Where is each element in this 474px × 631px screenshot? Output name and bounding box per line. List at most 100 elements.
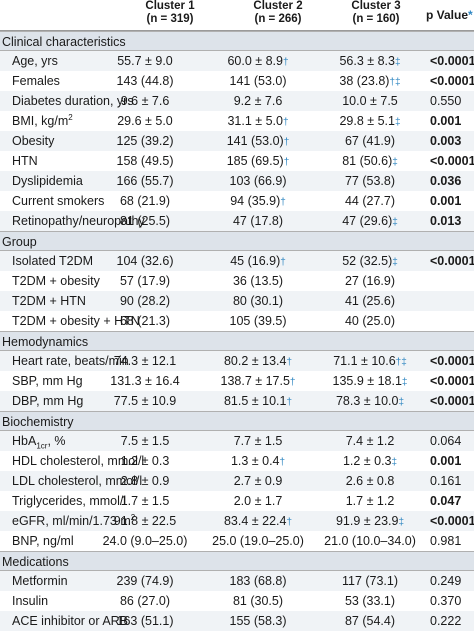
- cell-c2: 7.7 ± 1.5: [233, 434, 283, 448]
- table-row: Age, yrs 55.7 ± 9.0 60.0 ± 8.9† 56.3 ± 8.3‡…: [0, 51, 474, 71]
- cluster1-n: (n = 319): [146, 13, 194, 25]
- cell-c2: 25.0 (19.0–25.0): [212, 534, 304, 548]
- cell-pvalue: 0.001: [430, 194, 462, 208]
- table-row: Retinopathy/neuropathy 81 (25.5) 47 (17.8)…: [0, 211, 474, 231]
- row-label: T2DM + obesity: [12, 274, 100, 288]
- table-row: eGFR, ml/min/1.73 m2 91.8 ± 22.5 83.4 ± 22…: [0, 511, 474, 531]
- significance-mark: †: [280, 197, 286, 208]
- table-row: BMI, kg/m2 29.6 ± 5.0 31.1 ± 5.0† 29.8 ± 5.…: [0, 111, 474, 131]
- cell-pvalue: 0.001: [430, 454, 462, 468]
- row-label: Diabetes duration, yrs: [12, 94, 134, 108]
- row-label: Current smokers: [12, 194, 105, 208]
- cell-c2: 83.4 ± 22.4†: [223, 514, 293, 528]
- row-label: Retinopathy/neuropathy: [12, 214, 145, 228]
- section-header: Group: [0, 231, 474, 251]
- cell-c2: 81 (30.5): [232, 594, 284, 608]
- cluster3-title: Cluster 3: [351, 0, 401, 12]
- row-label: BMI, kg/m2: [12, 112, 73, 128]
- cell-pvalue: <0.0001: [430, 54, 474, 68]
- col-header-pvalue: p Value*: [426, 8, 473, 22]
- table-row: ACE inhibitor or ARB 163 (51.1) 155 (58.3)…: [0, 611, 474, 631]
- row-label: Females: [12, 74, 60, 88]
- row-label: LDL cholesterol, mmol/l: [12, 474, 143, 488]
- cell-pvalue: 0.249: [430, 574, 462, 588]
- table-row: Diabetes duration, yrs 9.6 ± 7.6 9.2 ± 7.6…: [0, 91, 474, 111]
- cell-pvalue: 0.003: [430, 134, 462, 148]
- cell-c2: 105 (39.5): [229, 314, 287, 328]
- cell-c1: 86 (27.0): [119, 594, 171, 608]
- section-header: Hemodynamics: [0, 331, 474, 351]
- table-row: HDL cholesterol, mmol/l 1.2 ± 0.3 1.3 ± 0.…: [0, 451, 474, 471]
- significance-mark: †: [282, 117, 289, 128]
- cluster3-n: (n = 160): [352, 13, 400, 25]
- significance-mark: ‡: [394, 57, 401, 68]
- col-header-cluster3: Cluster 3 (n = 160): [326, 0, 426, 26]
- table-row: T2DM + obesity 57 (17.9) 36 (13.5) 27 (16.9…: [0, 271, 474, 291]
- cell-c2: 2.7 ± 0.9: [233, 474, 283, 488]
- cell-c3: 41 (25.6): [344, 294, 396, 308]
- cell-c1: 143 (44.8): [116, 74, 174, 88]
- cell-pvalue: 0.161: [430, 474, 462, 488]
- cell-c1: 158 (49.5): [116, 154, 174, 168]
- cluster2-title: Cluster 2: [253, 0, 303, 12]
- significance-mark: †: [283, 157, 290, 168]
- cell-pvalue: <0.0001: [430, 254, 474, 268]
- cell-c3: 27 (16.9): [344, 274, 396, 288]
- section-header: Biochemistry: [0, 411, 474, 431]
- cell-pvalue: 0.013: [430, 214, 462, 228]
- row-label: Insulin: [12, 594, 49, 608]
- row-label: SBP, mm Hg: [12, 374, 83, 388]
- cell-c1: 55.7 ± 9.0: [117, 54, 173, 68]
- cell-c2: 185 (69.5)†: [226, 154, 290, 168]
- significance-mark: ‡: [398, 517, 405, 528]
- significance-mark: ‡: [392, 257, 398, 268]
- row-label: T2DM + obesity + HTN: [12, 314, 140, 328]
- cell-pvalue: 0.981: [430, 534, 462, 548]
- row-label: Metformin: [12, 574, 68, 588]
- cell-pvalue: <0.0001: [430, 74, 474, 88]
- cell-c2: 9.2 ± 7.6: [233, 94, 283, 108]
- table-row: Insulin 86 (27.0) 81 (30.5) 53 (33.1) 0.370: [0, 591, 474, 611]
- cell-c2: 103 (66.9): [229, 174, 287, 188]
- cell-pvalue: <0.0001: [430, 154, 474, 168]
- table-row: BNP, ng/ml 24.0 (9.0–25.0) 25.0 (19.0–25.0…: [0, 531, 474, 551]
- row-label: T2DM + HTN: [12, 294, 86, 308]
- cell-c2: 1.3 ± 0.4†: [230, 454, 286, 468]
- cluster2-n: (n = 266): [254, 13, 302, 25]
- significance-mark: †: [280, 257, 286, 268]
- table-row: HbA1cr, % 7.5 ± 1.5 7.7 ± 1.5 7.4 ± 1.2 0.06…: [0, 431, 474, 451]
- table-row: Triglycerides, mmol/l 1.7 ± 1.5 2.0 ± 1.7 1…: [0, 491, 474, 511]
- cell-c2: 141 (53.0)†: [226, 134, 290, 148]
- cell-pvalue: 0.222: [430, 614, 462, 628]
- cell-c1: 239 (74.9): [116, 574, 174, 588]
- significance-mark: †: [286, 397, 293, 408]
- table-row: LDL cholesterol, mmol/l 2.8 ± 0.9 2.7 ± 0.…: [0, 471, 474, 491]
- section-header: Clinical characteristics: [0, 31, 474, 51]
- table-body: Clinical characteristics Age, yrs 55.7 ± 9…: [0, 31, 474, 631]
- row-label: ACE inhibitor or ARB: [12, 614, 129, 628]
- cell-c2: 81.5 ± 10.1†: [223, 394, 293, 408]
- significance-mark: ‡: [394, 117, 401, 128]
- row-label: Isolated T2DM: [12, 254, 94, 268]
- cell-pvalue: <0.0001: [430, 354, 474, 368]
- cell-pvalue: 0.550: [430, 94, 462, 108]
- cell-c2: 183 (68.8): [229, 574, 287, 588]
- row-label: HTN: [12, 154, 38, 168]
- row-label: Obesity: [12, 134, 55, 148]
- cell-c2: 138.7 ± 17.5†: [220, 374, 296, 388]
- cell-c2: 2.0 ± 1.7: [233, 494, 283, 508]
- significance-mark: ‡: [391, 457, 398, 468]
- significance-mark: ‡: [401, 377, 408, 388]
- cell-pvalue: 0.001: [430, 114, 462, 128]
- cluster1-title: Cluster 1: [145, 0, 195, 12]
- cell-pvalue: 0.047: [430, 494, 462, 508]
- significance-mark: ‡: [392, 217, 398, 228]
- cell-c2: 31.1 ± 5.0†: [227, 114, 289, 128]
- cell-pvalue: <0.0001: [430, 394, 474, 408]
- cell-c2: 60.0 ± 8.9†: [227, 54, 289, 68]
- significance-mark: †: [282, 57, 289, 68]
- cell-c3: 40 (25.0): [344, 314, 396, 328]
- cell-pvalue: 0.064: [430, 434, 462, 448]
- row-label: BNP, ng/ml: [12, 534, 74, 548]
